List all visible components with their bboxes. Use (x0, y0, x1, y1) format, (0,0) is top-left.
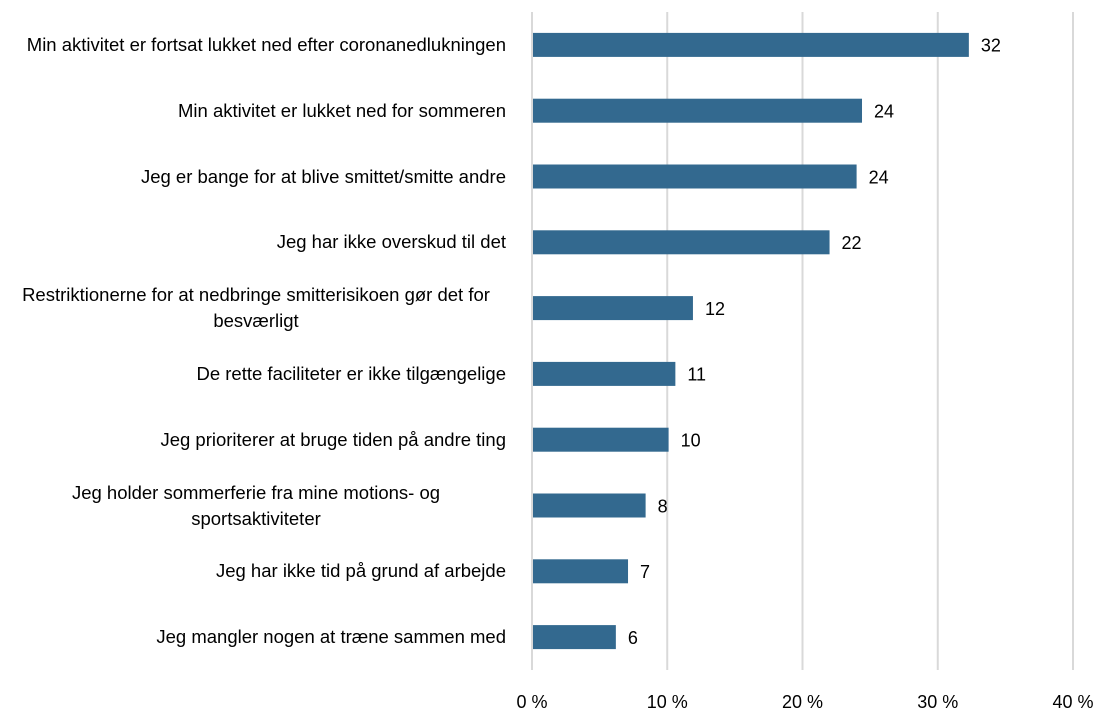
bar (532, 559, 629, 584)
bar (532, 164, 857, 189)
bar (532, 625, 616, 650)
y-tick-label: Jeg prioriterer at bruge tiden på andre … (0, 400, 506, 480)
y-tick-label: De rette faciliteter er ikke tilgængelig… (0, 334, 506, 414)
bar (532, 230, 830, 255)
y-tick-label: Restriktionerne for at nedbringe smitter… (0, 268, 506, 348)
category-text: Restriktionerne for at nedbringe smitter… (22, 284, 490, 332)
category-text: Min aktivitet er lukket ned for sommeren (178, 99, 506, 121)
y-tick-label: Jeg er bange for at blive smittet/smitte… (0, 137, 506, 217)
category-text: De rette faciliteter er ikke tilgængelig… (196, 362, 506, 384)
data-label: 8 (658, 496, 668, 516)
x-tick-label: 30 % (917, 692, 958, 709)
category-text: Jeg er bange for at blive smittet/smitte… (140, 165, 506, 187)
data-label: 10 (681, 430, 701, 450)
category-text: Jeg har ikke tid på grund af arbejde (215, 560, 506, 582)
data-label: 11 (687, 365, 706, 385)
y-tick-label: Jeg har ikke overskud til det (0, 202, 506, 282)
bar (532, 361, 676, 386)
data-label: 22 (842, 233, 862, 253)
data-label: 12 (705, 299, 725, 319)
bar (532, 32, 969, 57)
data-label: 24 (869, 167, 889, 187)
bar (532, 427, 669, 452)
y-tick-label: Jeg mangler nogen at træne sammen med (0, 597, 506, 677)
data-label: 7 (640, 562, 650, 582)
category-text: Jeg har ikke overskud til det (276, 231, 506, 253)
x-tick-label: 40 % (1052, 692, 1093, 709)
y-tick-label: Jeg har ikke tid på grund af arbejde (0, 531, 506, 611)
category-text: Jeg prioriterer at bruge tiden på andre … (160, 428, 506, 450)
y-tick-label: Jeg holder sommerferie fra mine motions-… (0, 466, 506, 546)
category-text: Jeg mangler nogen at træne sammen med (156, 626, 506, 648)
bar (532, 98, 863, 123)
x-tick-label: 20 % (782, 692, 823, 709)
x-tick-label: 0 % (516, 692, 547, 709)
category-text: Jeg holder sommerferie fra mine motions-… (71, 481, 441, 529)
data-label: 6 (628, 628, 638, 648)
y-tick-label: Min aktivitet er fortsat lukket ned efte… (0, 5, 506, 85)
data-label: 32 (981, 36, 1001, 56)
x-tick-label: 10 % (647, 692, 688, 709)
category-text: Min aktivitet er fortsat lukket ned efte… (26, 33, 506, 55)
data-label: 24 (874, 101, 894, 121)
bar (532, 296, 693, 321)
y-tick-label: Min aktivitet er lukket ned for sommeren (0, 71, 506, 151)
bar (532, 493, 646, 518)
